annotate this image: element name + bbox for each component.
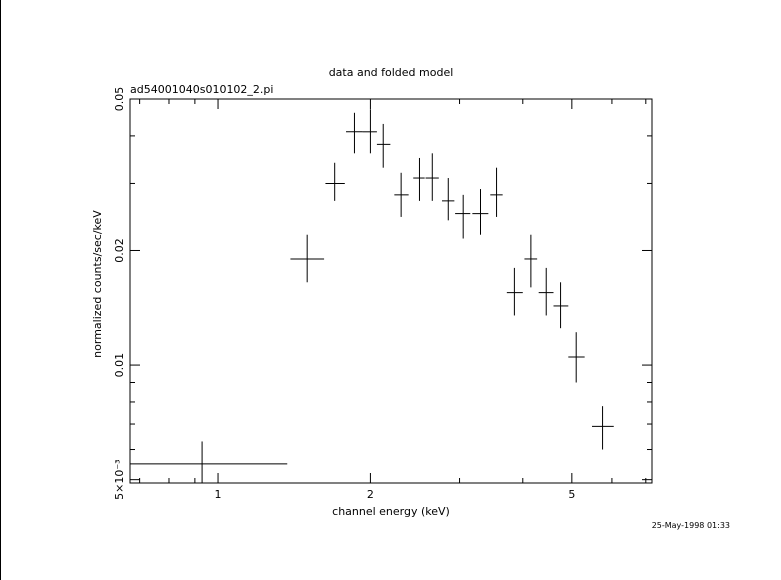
- y-axis-label: normalized counts/sec/keV: [91, 210, 104, 358]
- data-point: [591, 406, 614, 450]
- chart-subtitle: ad54001040s010102_2.pi: [130, 83, 273, 96]
- data-point: [455, 194, 471, 239]
- x-tick-label: 2: [367, 488, 374, 501]
- y-tick-label: 0.02: [113, 238, 126, 263]
- y-tick-label: 0.05: [113, 87, 126, 112]
- data-point: [325, 162, 345, 201]
- data-point: [376, 123, 391, 168]
- data-point: [490, 167, 503, 217]
- footer-timestamp: 25-May-1998 01:33: [652, 521, 730, 530]
- data-point: [413, 157, 425, 201]
- y-tick-label: 0.01: [113, 353, 126, 378]
- data-point: [425, 153, 439, 201]
- window-left-edge: [0, 0, 1, 580]
- data-point: [538, 267, 554, 316]
- data-point: [394, 172, 409, 217]
- data-point: [524, 234, 538, 288]
- data-point: [290, 234, 325, 283]
- plot-frame: [129, 98, 653, 484]
- data-point: [568, 332, 585, 383]
- data-point: [472, 189, 489, 235]
- data-point: [506, 267, 523, 316]
- chart-title: data and folded model: [329, 66, 454, 79]
- data-point: [553, 282, 569, 329]
- y-tick-label: 5×10⁻³: [113, 459, 126, 499]
- x-tick-label: 5: [568, 488, 575, 501]
- data-point: [362, 109, 377, 154]
- data-point: [130, 441, 288, 483]
- data-point: [346, 112, 363, 154]
- x-axis-label: channel energy (keV): [332, 505, 450, 518]
- x-tick-label: 1: [215, 488, 222, 501]
- data-point: [442, 178, 455, 221]
